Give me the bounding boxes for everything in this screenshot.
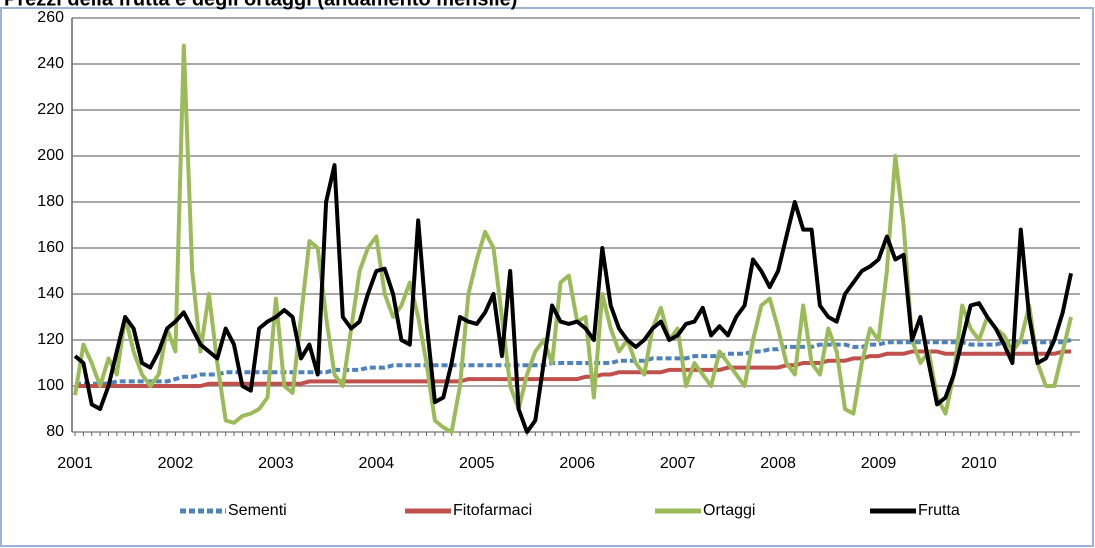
x-tick-label: 2003 [258,455,294,472]
x-tick-label: 2001 [57,455,93,472]
x-tick-label: 2007 [660,455,696,472]
y-tick-label: 100 [37,377,64,394]
chart-title: Prezzi della frutta e degli ortaggi (and… [4,0,517,10]
x-tick-label: 2008 [760,455,796,472]
x-tick-label: 2002 [158,455,194,472]
legend-label: Sementi [228,502,287,519]
y-tick-label: 260 [37,9,64,26]
y-tick-label: 80 [46,423,64,440]
x-tick-label: 2009 [861,455,897,472]
y-tick-label: 120 [37,331,64,348]
y-tick-label: 180 [37,193,64,210]
y-tick-label: 220 [37,101,64,118]
x-tick-label: 2005 [459,455,495,472]
y-tick-label: 140 [37,285,64,302]
y-tick-label: 160 [37,239,64,256]
legend-label: Fitofarmaci [453,502,532,519]
y-tick-label: 240 [37,55,64,72]
y-tick-label: 200 [37,147,64,164]
x-tick-label: 2006 [559,455,595,472]
series-line [73,163,1073,434]
series-line [73,43,1073,434]
x-tick-label: 2010 [961,455,997,472]
legend-label: Ortaggi [703,502,755,519]
x-tick-label: 2004 [359,455,395,472]
legend-label: Frutta [918,502,960,519]
